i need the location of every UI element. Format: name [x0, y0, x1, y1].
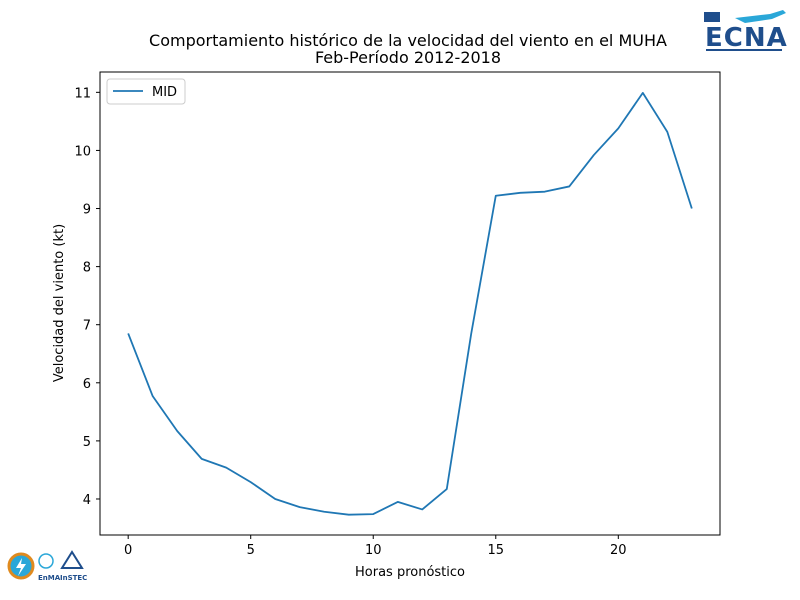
series-layer	[127, 92, 693, 516]
y-tick-label: 7	[83, 319, 91, 334]
plot-area	[99, 71, 721, 536]
x-tick-label: 15	[487, 543, 504, 558]
y-axis-label: Velocidad del viento (kt)	[52, 224, 67, 382]
x-tick-label: 0	[124, 543, 132, 558]
instec-logo-text: InSTEC	[60, 574, 87, 582]
atom-icon	[38, 553, 54, 569]
plane-icon	[735, 10, 786, 23]
y-tick-label: 11	[74, 86, 91, 101]
x-axis-label: Horas pronóstico	[355, 565, 465, 580]
ecna-logo-text: ECNA	[705, 23, 788, 53]
series-line-mid	[127, 92, 693, 516]
x-tick-label: 5	[247, 543, 255, 558]
y-tick-label: 6	[83, 377, 91, 392]
enma-logo-text: EnMA	[38, 574, 61, 582]
y-tick-label: 10	[74, 144, 91, 159]
bottom-logos: EnMA InSTEC	[7, 550, 87, 582]
chart-title: Comportamiento histórico de la velocidad…	[149, 31, 667, 50]
legend-label-mid: MID	[152, 85, 177, 100]
y-axis: 4 5 6 7 8 9 10 11	[74, 86, 100, 508]
y-tick-label: 4	[83, 493, 91, 508]
crest-icon	[704, 12, 720, 22]
legend-box	[106, 78, 186, 105]
x-tick-label: 10	[365, 543, 382, 558]
legend: MID	[106, 78, 186, 105]
chart-subtitle: Feb-Período 2012-2018	[315, 48, 501, 67]
y-tick-label: 9	[83, 203, 91, 218]
y-tick-label: 8	[83, 261, 91, 276]
instec-logo-icon	[60, 550, 84, 569]
y-tick-label: 5	[83, 435, 91, 450]
x-tick-label: 20	[610, 543, 627, 558]
lightning-icon	[16, 558, 26, 576]
x-axis: 0 5 10 15 20	[124, 535, 627, 558]
ecna-logo: ECNA	[704, 10, 788, 53]
